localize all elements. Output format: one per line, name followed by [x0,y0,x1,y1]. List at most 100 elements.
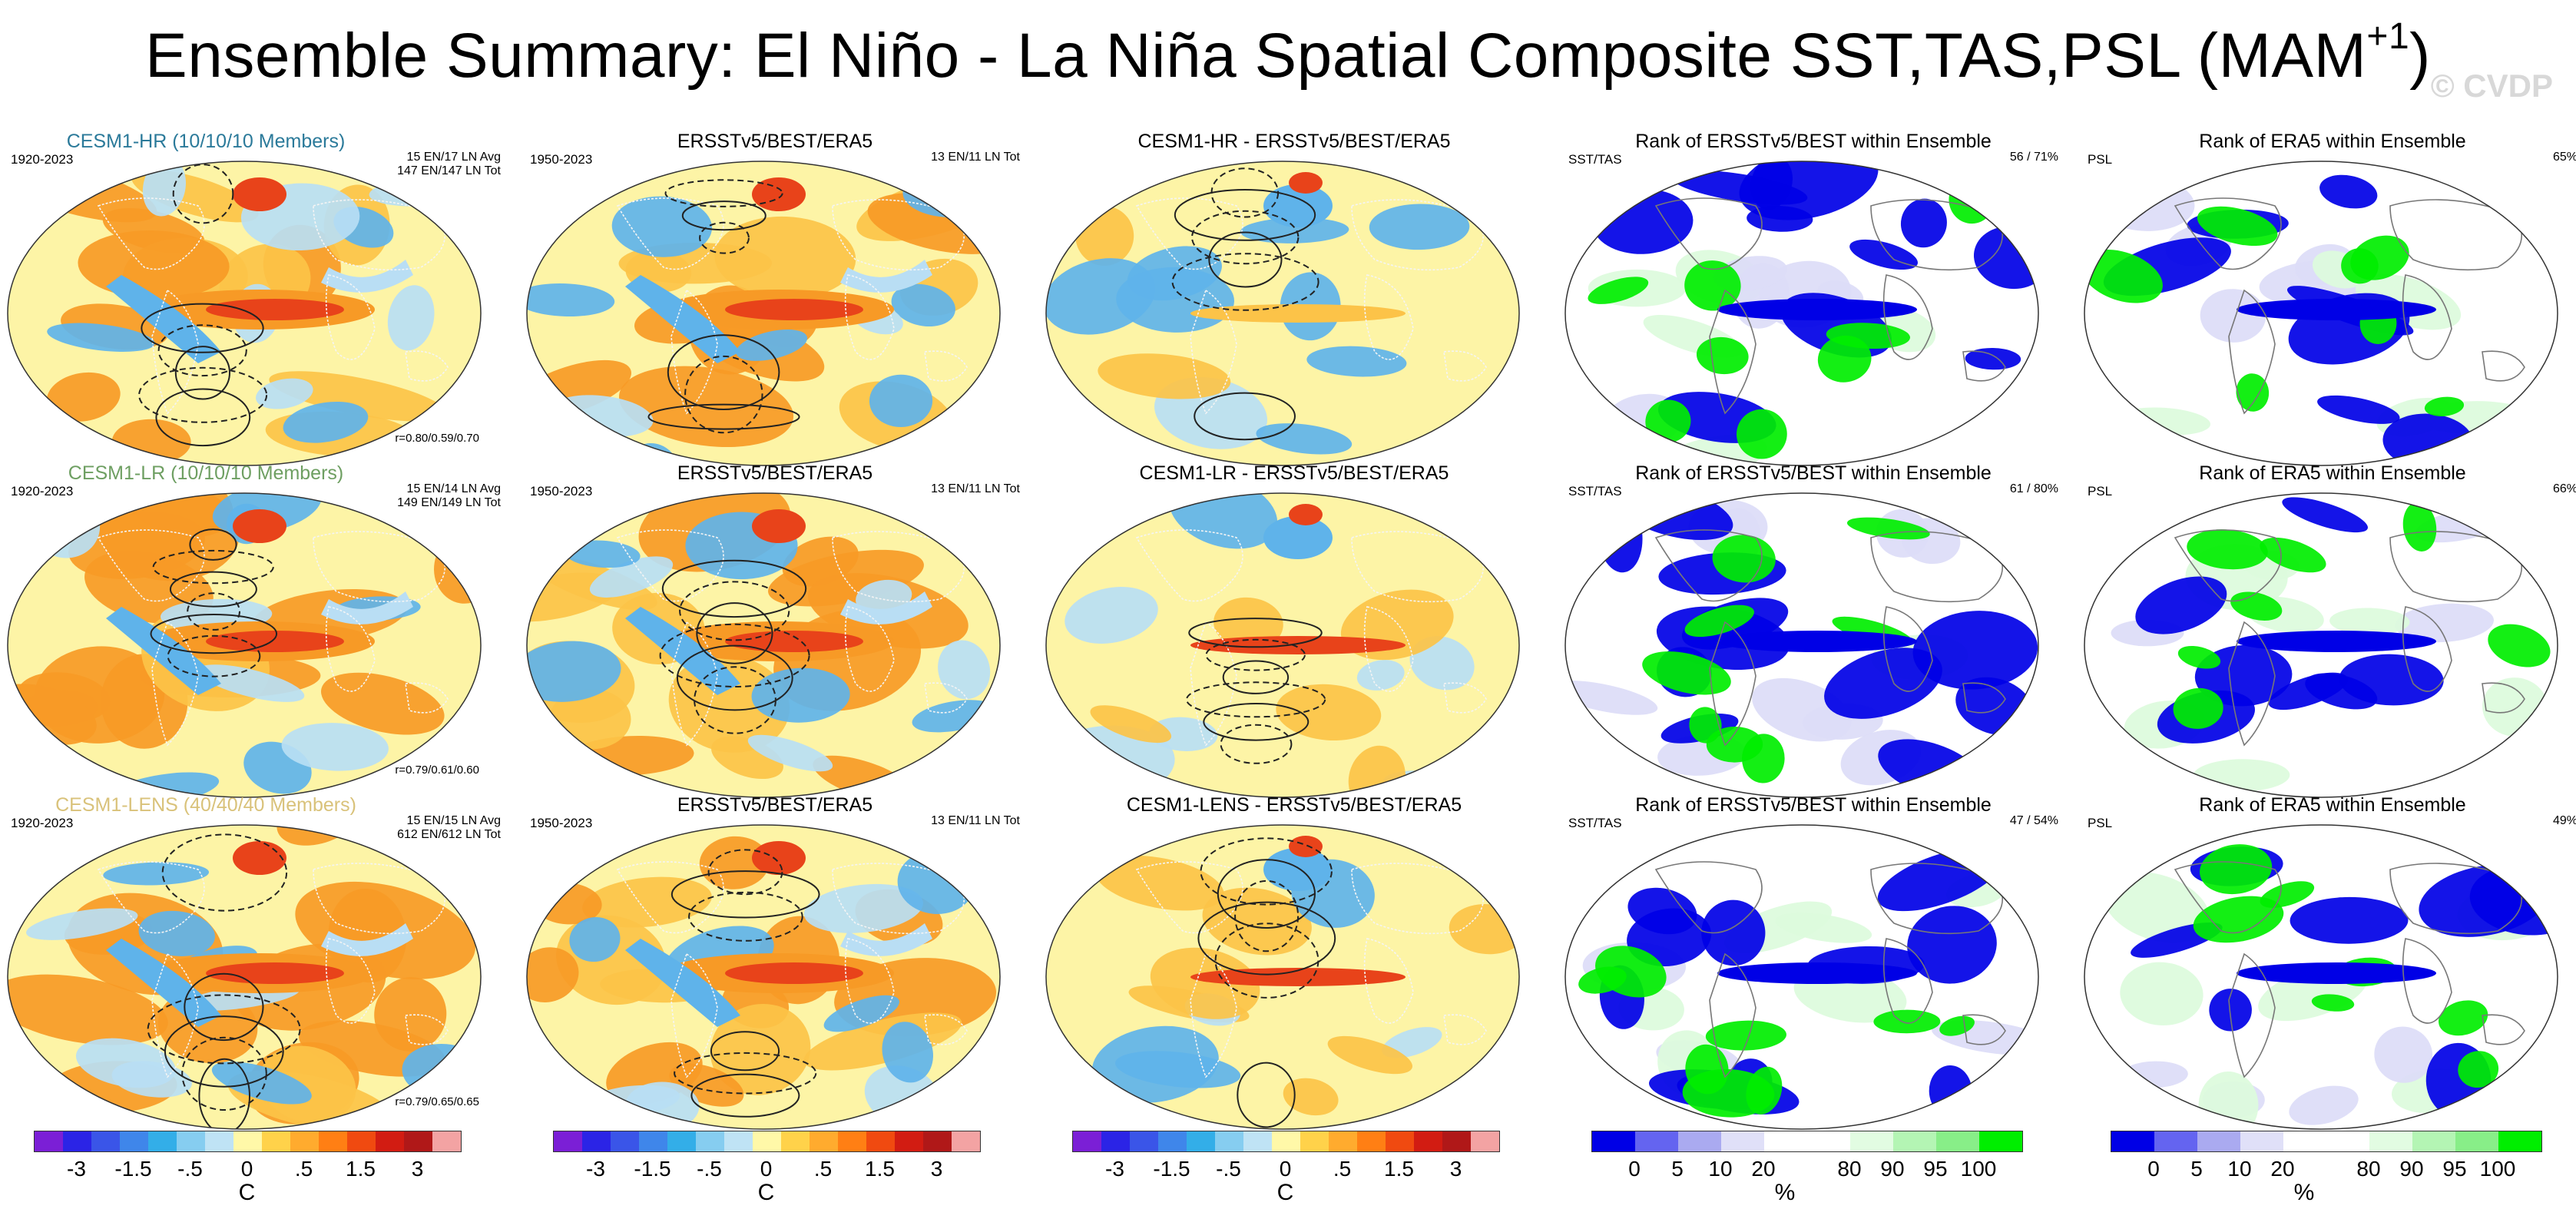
colorbar-tick-label: -1.5 [1153,1157,1190,1181]
colorbar-swatches [34,1131,462,1152]
colorbar-rank: 0 5 10 20 80 90 95 100% [1591,1131,2023,1215]
colorbar-swatch [319,1131,347,1151]
colorbar-swatch [1807,1131,1850,1151]
colorbar-swatch [432,1131,461,1151]
colorbar-swatch [91,1131,120,1151]
colorbar-swatch [1300,1131,1329,1151]
colorbar-anomaly: -3 -1.5 -.5 0 .5 1.5 3 C [553,1131,983,1215]
colorbar-swatch [2326,1131,2369,1151]
colorbar-tick-label: .5 [813,1157,833,1181]
map-panel-rank_sst-row2: Rank of ERSSTv5/BEST within Ensemble SST/… [1564,462,2063,798]
panel-title: CESM1-LR (10/10/10 Members) [68,462,344,484]
colorbar-swatch [696,1131,724,1151]
colorbar-tick-label: 1.5 [1384,1157,1414,1181]
colorbar-swatch [177,1131,205,1151]
map-panel-ensemble-row3: CESM1-LENS (40/40/40 Members) 1920-2023 15… [6,794,505,1130]
colorbar-swatch [1215,1131,1243,1151]
colorbar-tick-label: .5 [294,1157,313,1181]
map-obs [526,161,1001,466]
map-panel-rank_sst-row3: Rank of ERSSTv5/BEST within Ensemble SST/… [1564,794,2063,1130]
colorbar-tick-label: -1.5 [114,1157,152,1181]
colorbar-swatch [262,1131,290,1151]
colorbar-swatch [866,1131,895,1151]
member-counts: 15 EN/15 LN Avg 612 EN/612 LN Tot [397,814,501,842]
map-rank_psl [2084,492,2558,798]
colorbar-tick-label: 95 [1923,1157,1948,1181]
colorbar-tick-label: 0 [240,1157,253,1181]
colorbar-swatch [376,1131,404,1151]
colorbar-swatch [35,1131,63,1151]
obs-counts: 13 EN/11 LN Tot [931,151,1020,164]
colorbar-tick-label: 3 [1449,1157,1462,1181]
colorbar-swatch [1764,1131,1807,1151]
obs-counts: 13 EN/11 LN Tot [931,482,1020,495]
map-panel-ensemble-row1: CESM1-HR (10/10/10 Members) 1920-2023 15 E… [6,131,505,466]
map-panel-rank_psl-row2: Rank of ERA5 within Ensemble PSL 66% [2083,462,2576,798]
map-rank_sst [1564,161,2039,466]
colorbar-swatch [2240,1131,2283,1151]
colorbar-swatch [148,1131,177,1151]
counts-total: 149 EN/149 LN Tot [397,496,501,509]
map-obs [526,492,1001,798]
panel-title: Rank of ERSSTv5/BEST within Ensemble [1635,794,1992,816]
colorbar-tick-label: 20 [2270,1157,2295,1181]
colorbar-swatch [2197,1131,2240,1151]
colorbar-swatch [724,1131,753,1151]
map-rank_psl [2084,824,2558,1130]
panel-title: CESM1-HR - ERSSTv5/BEST/ERA5 [1137,131,1451,152]
map-panel-rank_psl-row3: Rank of ERA5 within Ensemble PSL 49% [2083,794,2576,1130]
colorbar-tick-label: 3 [411,1157,424,1181]
colorbar-swatch [1635,1131,1678,1151]
counts-avg: 15 EN/15 LN Avg [406,814,501,827]
colorbar-unit: C [757,1180,775,1205]
map-panel-diff-row3: CESM1-LENS - ERSSTv5/BEST/ERA5 [1045,794,1544,1130]
colorbar-tick-label: 0 [2147,1157,2160,1181]
colorbar-swatches [553,1131,981,1152]
map-panel-ensemble-row2: CESM1-LR (10/10/10 Members) 1920-2023 15 E… [6,462,505,798]
colorbar-swatch [1979,1131,2022,1151]
colorbar-swatch [347,1131,376,1151]
colorbar-swatch [1721,1131,1764,1151]
colorbar-swatch [1442,1131,1471,1151]
colorbar-anomaly: -3 -1.5 -.5 0 .5 1.5 3 C [1072,1131,1502,1215]
figure-title: Ensemble Summary: El Niño - La Niña Spat… [145,16,2431,91]
colorbar-tick-label: 80 [2356,1157,2381,1181]
counts-avg: 15 EN/14 LN Avg [406,482,501,495]
pattern-correlation: r=0.80/0.59/0.70 [395,432,479,445]
colorbar-tick-label: 5 [1671,1157,1684,1181]
colorbar-swatch [667,1131,696,1151]
map-panel-rank_sst-row1: Rank of ERSSTv5/BEST within Ensemble SST/… [1564,131,2063,466]
colorbar-tick-label: 90 [1880,1157,1905,1181]
variable-label: PSL [2088,152,2113,167]
colorbar-swatch [1073,1131,1101,1151]
colorbar-tick-label: -1.5 [634,1157,671,1181]
pattern-correlation: r=0.79/0.61/0.60 [395,764,479,777]
colorbar-swatch [1187,1131,1215,1151]
colorbar-tick-label: 95 [2442,1157,2467,1181]
years-label: 1920-2023 [11,152,74,167]
colorbar-unit: % [2293,1180,2315,1205]
variable-label: SST/TAS [1568,484,1622,499]
colorbar-tick-label: .5 [1333,1157,1352,1181]
pattern-correlation: r=0.79/0.65/0.65 [395,1095,479,1108]
colorbar-swatch [1592,1131,1635,1151]
map-obs [526,824,1001,1130]
colorbar-swatch [1243,1131,1272,1151]
colorbar-tick-label: 0 [760,1157,773,1181]
rank-percent: 56 / 71% [2009,151,2058,164]
panel-title: Rank of ERSSTv5/BEST within Ensemble [1635,131,1992,152]
panel-title: CESM1-LENS (40/40/40 Members) [55,794,356,816]
colorbar-swatches [1072,1131,1500,1152]
colorbar-anomaly: -3 -1.5 -.5 0 .5 1.5 3 C [34,1131,464,1215]
map-ensemble [7,824,482,1130]
variable-label: PSL [2088,484,2113,499]
colorbar-swatch [1936,1131,1979,1151]
colorbar-swatch [554,1131,582,1151]
colorbar-tick-label: -3 [67,1157,86,1181]
watermark: © CVDP [2430,68,2553,104]
colorbar-swatch [1130,1131,1158,1151]
rank-percent: 65% [2552,151,2576,164]
map-rank_sst [1564,492,2039,798]
colorbar-tick-label: 1.5 [865,1157,895,1181]
colorbar-swatch [2455,1131,2498,1151]
